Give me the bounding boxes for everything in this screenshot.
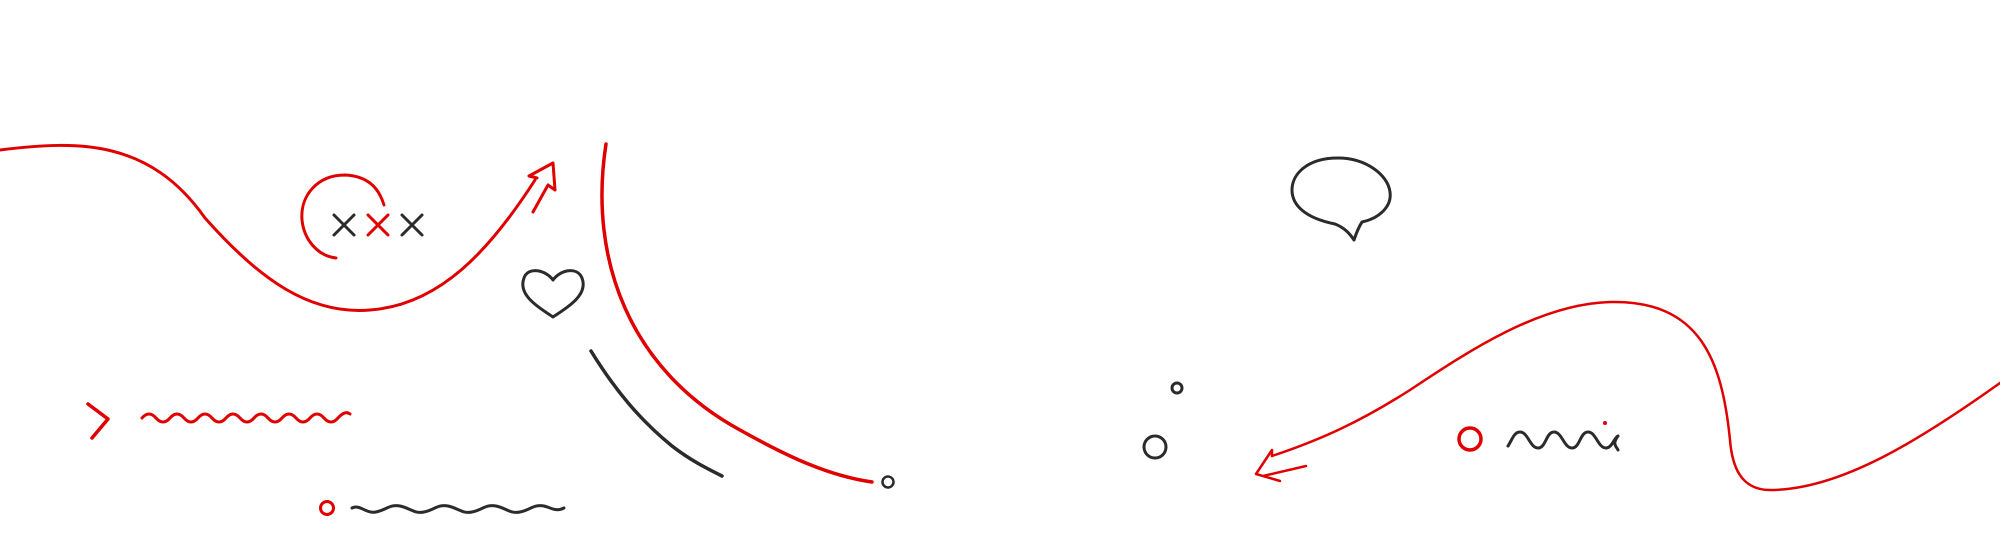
red-chevron — [86, 402, 110, 440]
red-dot — [1603, 421, 1607, 425]
right-swoosh-arrow-head — [1254, 448, 1308, 483]
speech-bubble-icon — [1290, 156, 1392, 242]
right-swoosh-arrow-line — [1270, 300, 2000, 492]
cross-mark-1 — [332, 213, 356, 237]
left-swoosh-arrow-line — [0, 143, 537, 312]
cross-marks — [332, 213, 424, 237]
small-dark-ring — [881, 475, 895, 489]
dark-arc — [589, 349, 724, 478]
small-red-ring — [319, 500, 335, 516]
large-red-arc — [600, 142, 874, 484]
red-zigzag — [140, 411, 352, 424]
dark-ring-medium — [1142, 434, 1168, 460]
red-open-circle — [300, 173, 386, 260]
red-ring-right — [1457, 426, 1483, 452]
left-swoosh-arrow-head — [527, 161, 557, 214]
cross-mark-2 — [366, 213, 390, 237]
heart-icon — [521, 269, 585, 319]
dark-ring-small — [1170, 381, 1184, 395]
dark-wave-line — [350, 504, 566, 514]
dark-squiggle — [1506, 430, 1620, 452]
cross-mark-3 — [400, 213, 424, 237]
